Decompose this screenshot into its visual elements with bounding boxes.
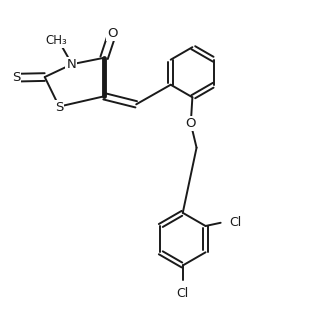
- Text: Cl: Cl: [229, 216, 242, 229]
- Text: S: S: [12, 71, 20, 84]
- Text: N: N: [66, 58, 76, 71]
- Text: S: S: [55, 101, 63, 114]
- Text: O: O: [185, 117, 196, 130]
- Text: Cl: Cl: [177, 287, 189, 299]
- Text: O: O: [108, 27, 118, 40]
- Text: CH₃: CH₃: [46, 34, 67, 47]
